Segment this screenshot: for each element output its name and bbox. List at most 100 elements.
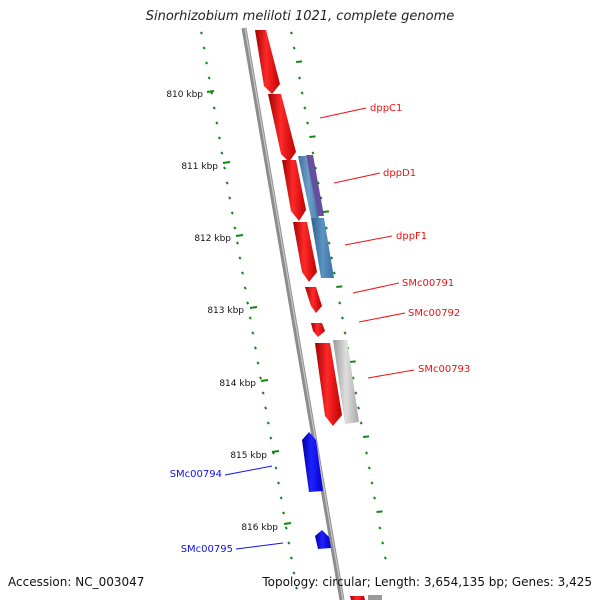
gene-SMc00793[interactable] — [315, 343, 342, 426]
kbp-label: 814 kbp — [219, 379, 256, 389]
kbp-label: 813 kbp — [207, 306, 244, 316]
ring-tick — [248, 316, 252, 320]
ring-tick — [381, 541, 385, 545]
ring-tick — [264, 406, 268, 410]
ring-tick — [228, 196, 232, 200]
ring-tick — [220, 151, 224, 155]
ring-tick — [311, 151, 315, 155]
gene-label-dppD1[interactable]: dppD1 — [383, 168, 416, 179]
ring-tick — [274, 466, 278, 470]
ring-tick — [269, 436, 273, 440]
kbp-label: 816 kbp — [241, 523, 278, 533]
overlay-steel-upper[interactable] — [298, 156, 319, 218]
gene-dppD1[interactable] — [282, 160, 306, 221]
ring-tick — [359, 421, 363, 425]
kbp-label: 811 kbp — [181, 162, 218, 172]
gene-label-dppF1[interactable]: dppF1 — [396, 231, 427, 242]
backbone — [241, 27, 345, 600]
ring-tick — [256, 361, 260, 365]
gene-label-SMc00791[interactable]: SMc00791 — [402, 278, 454, 289]
gene-SMc00795[interactable] — [315, 530, 331, 549]
ring-tick — [235, 241, 239, 245]
ring-tick — [378, 526, 382, 530]
gene-dppF1[interactable] — [293, 222, 317, 282]
ring-tick — [258, 376, 263, 380]
gene-block-bottom[interactable] — [350, 596, 365, 600]
overlay-gray[interactable] — [333, 340, 359, 424]
gene-SMc00791[interactable] — [305, 287, 322, 313]
kbp-scale: 810 kbp 811 kbp 812 kbp 813 kbp 814 kbp … — [166, 90, 292, 533]
ring-tick — [349, 360, 356, 363]
ring-tick — [338, 301, 342, 305]
ring-tick — [241, 271, 245, 275]
ring-tick — [284, 526, 288, 530]
ring-tick — [356, 406, 361, 410]
gene-SMc00792[interactable] — [311, 323, 325, 337]
ring-tick — [292, 571, 296, 575]
ring-tick — [354, 391, 358, 395]
ring-tick — [300, 91, 304, 95]
ring-tick — [233, 226, 237, 230]
ring-tick — [266, 421, 270, 425]
gene-label-SMc00793[interactable]: SMc00793 — [418, 364, 470, 375]
ring-tick — [212, 106, 216, 110]
overlay-gray-bottom — [368, 595, 382, 600]
ring-tick — [363, 435, 370, 438]
gene-block-top[interactable] — [255, 30, 280, 94]
ring-tick — [276, 481, 281, 485]
ring-tick — [289, 556, 293, 560]
overlay-purple[interactable] — [306, 155, 324, 216]
ring-tick — [340, 316, 345, 320]
kbp-label: 810 kbp — [166, 90, 203, 100]
ring-tick — [225, 181, 229, 185]
gene-label-SMc00794[interactable]: SMc00794 — [170, 469, 222, 480]
ring-tick — [351, 376, 355, 380]
ring-tick — [324, 226, 328, 230]
ring-tick — [243, 286, 247, 290]
ring-tick — [296, 60, 303, 63]
gene-dppC1[interactable] — [268, 94, 296, 162]
gene-label-SMc00795[interactable]: SMc00795 — [181, 544, 233, 555]
ring-tick — [332, 271, 336, 275]
ring-tick — [297, 76, 302, 80]
callout-lines — [224, 107, 415, 550]
ring-tick — [322, 210, 329, 213]
gene-label-dppC1[interactable]: dppC1 — [370, 103, 402, 114]
ring-tick — [330, 256, 334, 260]
ring-tick — [294, 586, 299, 590]
ring-tick — [370, 481, 374, 485]
ring-tick — [336, 285, 343, 288]
ring-tick — [251, 331, 255, 335]
accession-text: Accession: NC_003047 — [8, 575, 145, 589]
ring-tick — [238, 256, 242, 260]
ring-tick — [202, 46, 206, 50]
ring-tick — [289, 31, 294, 35]
ring-tick — [327, 241, 331, 245]
ring-tick — [383, 556, 387, 560]
gene-SMc00794[interactable] — [302, 432, 323, 492]
ring-tick — [215, 121, 219, 125]
reverse-genes — [302, 432, 331, 549]
ring-tick — [305, 121, 310, 125]
ring-tick — [217, 136, 221, 140]
kbp-label: 812 kbp — [194, 234, 231, 244]
ring-tick — [309, 135, 316, 138]
ring-tick — [279, 496, 283, 500]
ring-tick — [376, 510, 383, 513]
gene-label-SMc00792[interactable]: SMc00792 — [408, 308, 460, 319]
ring-tick — [287, 541, 291, 545]
ring-tick — [253, 346, 258, 350]
ring-tick — [367, 466, 371, 470]
ring-tick — [199, 31, 203, 35]
forward-genes — [255, 30, 365, 600]
map-title: Sinorhizobium meliloti 1021, complete ge… — [145, 9, 455, 24]
ring-tick — [303, 106, 307, 110]
gene-labels: dppC1 dppD1 dppF1 SMc00791 SMc00792 SMc0… — [170, 103, 471, 555]
overlay-features — [298, 155, 382, 600]
ring-tick — [261, 391, 265, 395]
ring-tick — [246, 301, 250, 305]
ring-tick — [292, 46, 296, 50]
overlay-steel-lower[interactable] — [311, 218, 334, 278]
ring-tick — [230, 211, 234, 215]
